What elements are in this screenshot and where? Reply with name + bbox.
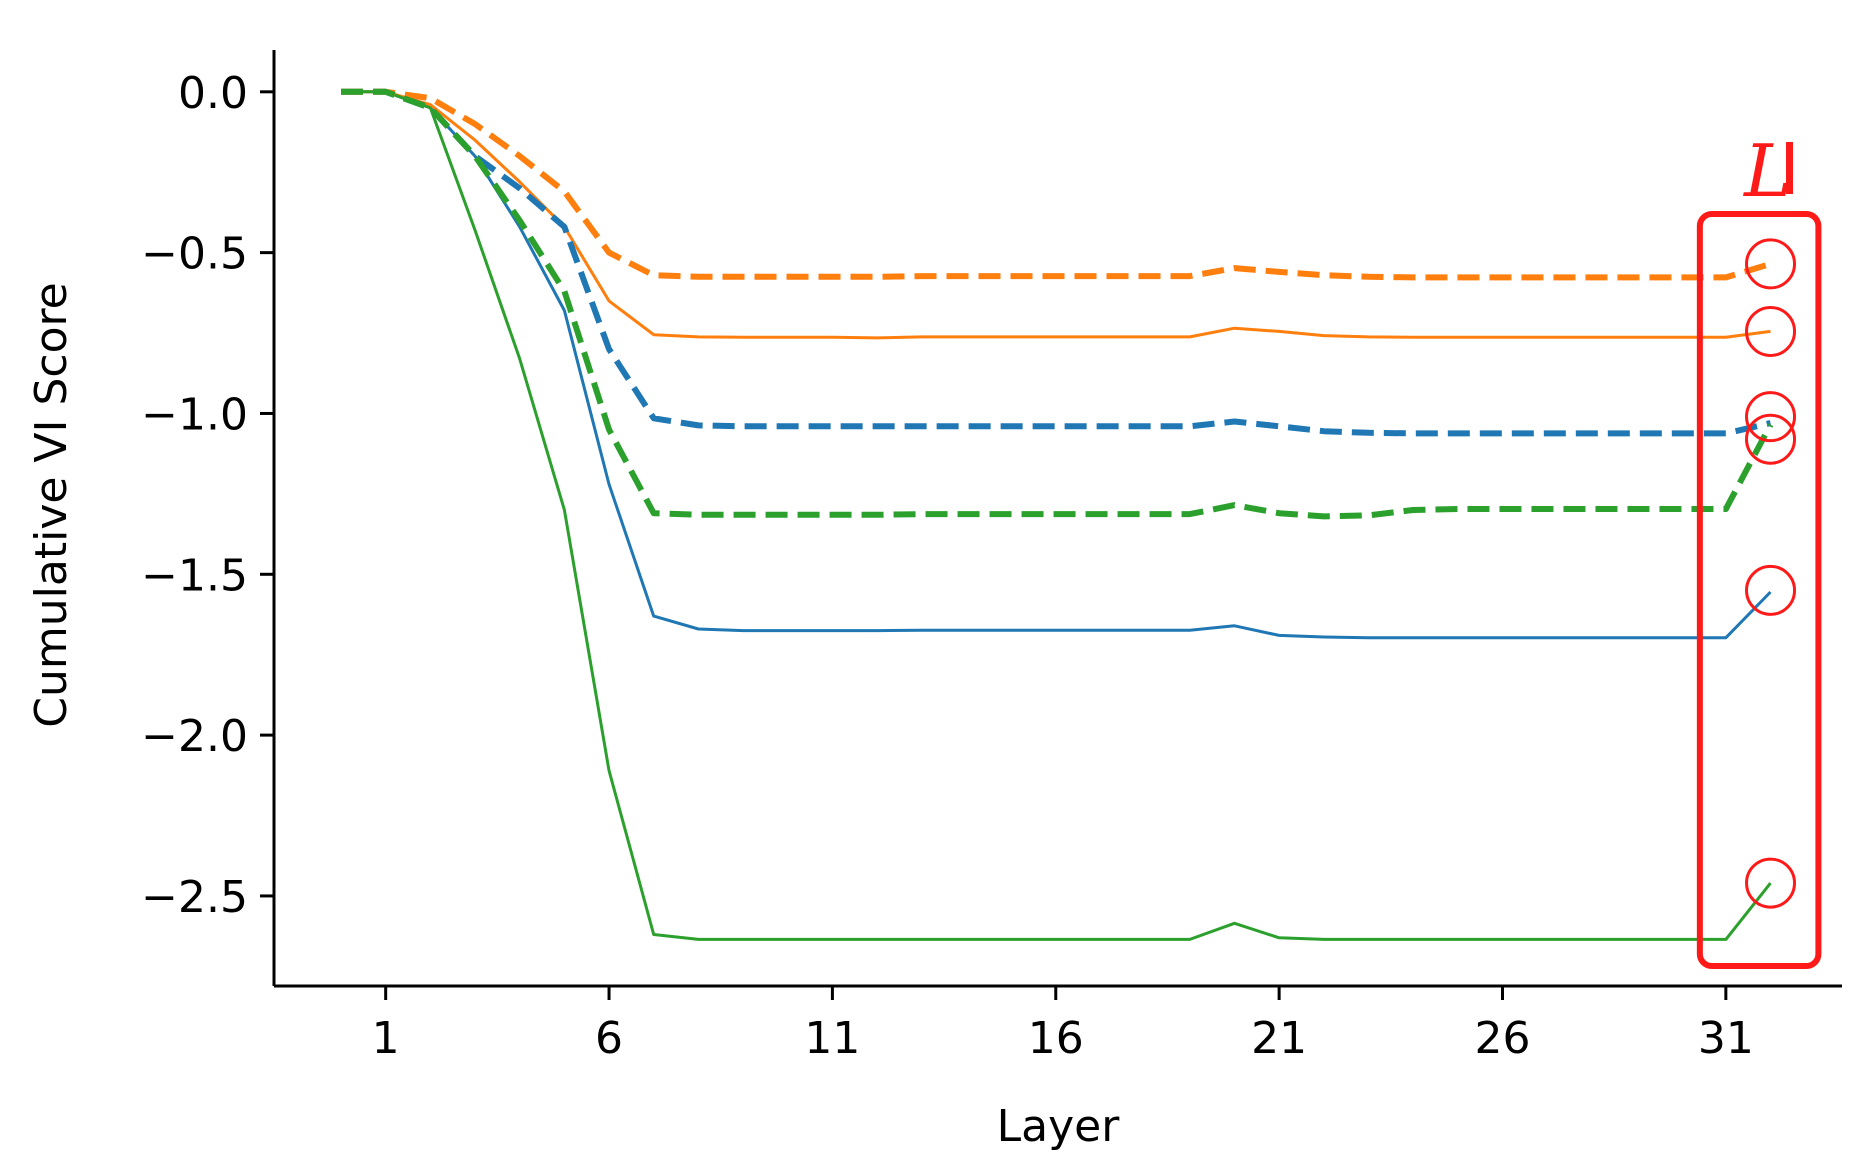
- series-line-6: [341, 88, 1774, 520]
- x-tick-label: 6: [595, 1013, 623, 1064]
- series-line-5: [341, 88, 1772, 281]
- highlight-marker: [1745, 857, 1797, 909]
- highlight-label-bar: [1786, 142, 1793, 194]
- highlight-marker: [1745, 238, 1797, 290]
- axes-layer: 1 6 11 16 21 26 310.0−0.5−1.0−1.5−2.0−2.5: [141, 50, 1842, 1064]
- x-tick-label: 21: [1251, 1013, 1307, 1064]
- y-tick-label: 0.0: [178, 68, 248, 119]
- y-axis-label: Cumulative VI Score: [26, 282, 77, 727]
- x-tick-label: 26: [1474, 1013, 1530, 1064]
- highlight-layer: [1696, 142, 1822, 969]
- series-line-4: [341, 88, 1772, 437]
- x-tick-label: 16: [1028, 1013, 1084, 1064]
- highlight-marker: [1745, 564, 1797, 616]
- series-line-2: [341, 90, 1771, 340]
- y-tick-label: −2.0: [141, 711, 248, 762]
- x-axis-label: Layer: [997, 1101, 1121, 1152]
- y-tick-label: −2.5: [141, 872, 248, 923]
- y-tick-label: −1.5: [141, 550, 248, 601]
- y-tick-label: −1.0: [141, 389, 248, 440]
- y-tick-label: −0.5: [141, 229, 248, 280]
- highlight-label: L: [1742, 129, 1792, 213]
- highlight-box: [1696, 211, 1822, 969]
- highlight-marker: [1745, 413, 1797, 465]
- x-tick-label: 31: [1698, 1013, 1754, 1064]
- x-tick-label: 1: [372, 1013, 400, 1064]
- x-tick-label: 11: [804, 1013, 860, 1064]
- series-line-1: [341, 90, 1772, 640]
- series-layer: [341, 88, 1774, 941]
- highlight-marker: [1745, 391, 1797, 443]
- highlight-marker: [1745, 305, 1797, 357]
- series-line-3: [341, 90, 1772, 941]
